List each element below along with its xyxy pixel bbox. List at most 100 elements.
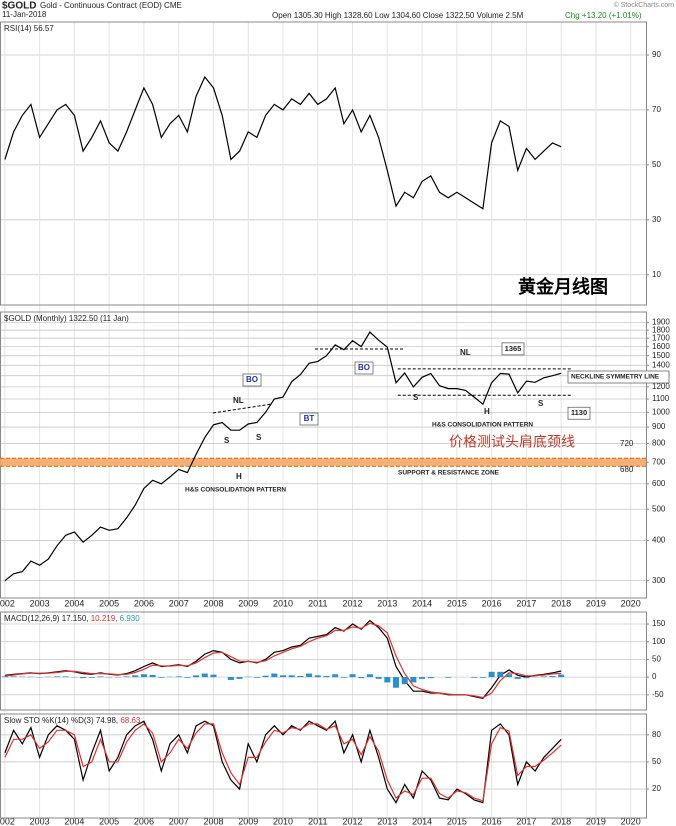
histogram-bar bbox=[288, 675, 295, 678]
y-tick-label: 50 bbox=[652, 655, 661, 664]
histogram-bar bbox=[366, 674, 373, 678]
histogram-bar bbox=[253, 677, 260, 678]
histogram-bar bbox=[471, 677, 478, 678]
histogram-bar bbox=[514, 677, 521, 679]
histogram-bar bbox=[558, 674, 565, 678]
x-tick-label: 2017 bbox=[516, 816, 536, 826]
histogram-bar bbox=[54, 676, 61, 678]
panel-border bbox=[0, 713, 647, 819]
y-tick-label: 90 bbox=[652, 50, 661, 59]
series-line bbox=[4, 622, 562, 699]
legend-part: Slow STO %K(14) %D(3) 74.98, bbox=[4, 716, 118, 725]
panel-border bbox=[0, 311, 647, 599]
annotation-box bbox=[354, 361, 374, 375]
histogram-bar bbox=[280, 675, 287, 678]
histogram-bar bbox=[375, 677, 382, 679]
x-tick-label: 2011 bbox=[308, 598, 327, 608]
histogram-bar bbox=[132, 675, 139, 678]
histogram-bar bbox=[149, 674, 156, 678]
histogram-bar bbox=[88, 677, 95, 678]
annotation: NL bbox=[460, 348, 471, 357]
histogram-bar bbox=[271, 673, 278, 678]
zone-label: 720 bbox=[620, 439, 634, 448]
y-tick-label: 50 bbox=[652, 160, 661, 169]
histogram-bar bbox=[497, 671, 504, 678]
y-tick-label: 1000 bbox=[652, 407, 670, 416]
histogram-bar bbox=[262, 675, 269, 678]
panel-legend: RSI(14) 56.57 bbox=[4, 24, 54, 33]
callout-box bbox=[567, 406, 591, 420]
histogram-bar bbox=[349, 674, 356, 678]
annotation-box bbox=[242, 373, 262, 387]
y-tick-label: 700 bbox=[652, 457, 666, 466]
zone-label: 680 bbox=[620, 465, 634, 474]
histogram-bar bbox=[393, 677, 400, 688]
series-line bbox=[4, 75, 562, 210]
annotation: H&S CONSOLIDATION PATTERN bbox=[432, 422, 533, 429]
annotation: H bbox=[236, 472, 242, 481]
x-tick-label: 2010 bbox=[273, 598, 293, 608]
histogram-bar bbox=[227, 677, 234, 680]
histogram-bar bbox=[549, 676, 556, 678]
legend-part: 6.930 bbox=[120, 614, 141, 623]
x-tick-label: 2014 bbox=[412, 816, 432, 826]
y-tick-label: 0 bbox=[652, 672, 657, 681]
histogram-bar bbox=[1, 676, 8, 678]
y-tick-label: 150 bbox=[652, 619, 666, 628]
x-tick-label: 2007 bbox=[169, 816, 189, 826]
annotation: NL bbox=[233, 396, 244, 405]
annotation-box bbox=[299, 412, 319, 426]
y-tick-label: 1800 bbox=[652, 325, 670, 334]
overlay-note: 价格测试头肩底颈线 bbox=[449, 434, 575, 450]
x-tick-label: 2014 bbox=[412, 598, 432, 608]
x-tick-label: 2003 bbox=[30, 598, 50, 608]
x-tick-label: 2015 bbox=[447, 598, 467, 608]
y-tick-label: 400 bbox=[652, 536, 666, 545]
legend-part: 68.63 bbox=[120, 716, 141, 725]
y-tick-label: -50 bbox=[652, 690, 664, 699]
histogram-bar bbox=[523, 677, 530, 679]
histogram-bar bbox=[506, 674, 513, 678]
y-tick-label: 100 bbox=[652, 637, 666, 646]
annotation: S bbox=[413, 393, 419, 402]
histogram-bar bbox=[479, 677, 486, 678]
y-tick-label: 80 bbox=[652, 730, 661, 739]
histogram-bar bbox=[201, 673, 208, 678]
y-tick-label: 900 bbox=[652, 422, 666, 431]
x-tick-label: 2020 bbox=[621, 816, 641, 826]
x-tick-label: 2008 bbox=[203, 598, 223, 608]
y-tick-label: 500 bbox=[652, 504, 666, 513]
change: Chg +13.20 (+1.01%) bbox=[565, 11, 642, 20]
panel-border bbox=[0, 611, 647, 711]
x-tick-label: 2020 bbox=[621, 598, 641, 608]
annotation: S bbox=[538, 399, 544, 408]
overlay-title: 黄金月线图 bbox=[518, 276, 608, 297]
histogram-bar bbox=[427, 677, 434, 679]
panel-legend: Slow STO %K(14) %D(3) 74.98, 68.63 bbox=[4, 716, 141, 725]
y-tick-label: 70 bbox=[652, 105, 661, 114]
y-tick-label: 1100 bbox=[652, 394, 670, 403]
x-tick-label: 2018 bbox=[551, 598, 571, 608]
histogram-bar bbox=[80, 677, 87, 679]
histogram-bar bbox=[314, 675, 321, 678]
y-tick-label: 50 bbox=[652, 757, 661, 766]
annotation: S bbox=[224, 436, 230, 445]
histogram-bar bbox=[410, 677, 417, 683]
series-line bbox=[4, 331, 562, 582]
x-tick-label: 2006 bbox=[134, 816, 154, 826]
histogram-bar bbox=[158, 677, 165, 678]
callout-label: 1365 bbox=[505, 344, 522, 353]
legend-part: $GOLD (Monthly) 1322.50 (11 Jan) bbox=[4, 314, 129, 323]
callout-box bbox=[501, 342, 525, 356]
y-tick-label: 20 bbox=[652, 784, 661, 793]
annotation: NECKLINE SYMMETRY LINE bbox=[571, 374, 660, 381]
support-zone bbox=[0, 458, 646, 467]
annotation: BO bbox=[358, 363, 370, 372]
annotation: BO bbox=[246, 375, 258, 384]
histogram-bar bbox=[384, 677, 391, 683]
histogram-bar bbox=[97, 676, 104, 678]
y-tick-label: 1900 bbox=[652, 318, 670, 327]
series-line bbox=[4, 723, 562, 802]
x-tick-label: 2016 bbox=[482, 816, 502, 826]
